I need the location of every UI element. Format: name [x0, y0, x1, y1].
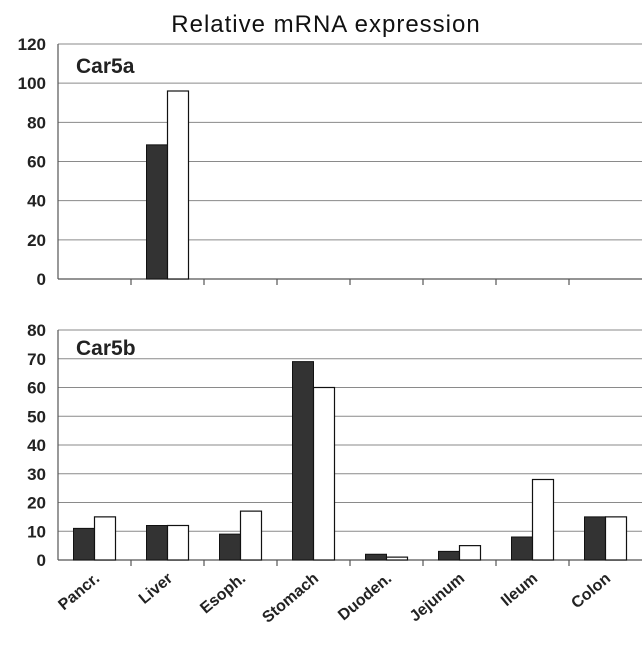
category-label: Stomach	[259, 570, 322, 626]
car5a-y-tick-label: 60	[27, 153, 46, 172]
car5a-gridlines	[58, 43, 642, 280]
car5a-panel-label: Car5a	[76, 55, 135, 78]
car5b-y-tick-label: 80	[27, 321, 46, 340]
car5b-y-tick-label: 70	[27, 350, 46, 369]
car5a-y-tick-label: 20	[27, 231, 46, 250]
car5b-y-ticks: 0 10 20 30 40 50 60 70 80	[27, 321, 46, 570]
car5b-bar-light	[93, 516, 117, 561]
car5b-bar-dark	[511, 536, 533, 561]
car5b-bar-dark	[584, 516, 606, 561]
car5b-y-tick-label: 50	[27, 407, 46, 426]
category-labels: Pancr. Liver Esoph. Stomach Duoden. Jejunum Il…	[55, 570, 614, 626]
car5b-bar-dark	[438, 550, 460, 561]
car5b-bar-light	[531, 478, 555, 561]
category-label: Colon	[568, 570, 614, 612]
car5b-y-tick-label: 40	[27, 436, 46, 455]
category-label: Jejunum	[407, 570, 468, 625]
car5b-bar-dark	[365, 553, 387, 561]
car5b-y-tick-label: 60	[27, 379, 46, 398]
car5a-y-tick-label: 40	[27, 192, 46, 211]
car5a-panel: Car5a 0 20 40 60 80 100 120	[18, 35, 642, 289]
car5b-bar-dark	[73, 527, 95, 561]
car5b-gridlines	[58, 329, 642, 561]
car5b-bar-dark	[146, 525, 168, 561]
chart-title: Relative mRNA expression	[171, 11, 480, 38]
category-label: Esoph.	[197, 570, 249, 617]
car5a-y-ticks: 0 20 40 60 80 100 120	[18, 35, 46, 289]
car5b-y-tick-label: 10	[27, 522, 46, 541]
car5b-bar-light	[458, 545, 482, 561]
car5a-bar-dark	[146, 144, 168, 280]
car5b-bar-dark	[292, 361, 314, 561]
category-label: Liver	[136, 570, 176, 608]
car5a-bar-light	[166, 90, 190, 280]
car5b-y-tick-label: 0	[37, 551, 46, 570]
category-label: Duoden.	[335, 570, 395, 624]
car5b-panel-label: Car5b	[76, 337, 136, 360]
car5b-panel: Car5b 0 10 20 30 40 50 60 70 80	[27, 321, 642, 570]
category-label: Ileum	[498, 570, 541, 610]
car5a-y-tick-label: 120	[18, 35, 46, 54]
car5b-bar-light	[385, 556, 409, 561]
car5b-y-tick-label: 30	[27, 465, 46, 484]
car5b-bar-light	[312, 386, 336, 561]
car5b-bar-light	[604, 516, 628, 561]
car5b-bars	[73, 361, 628, 561]
category-label: Pancr.	[55, 570, 103, 614]
car5a-y-tick-label: 80	[27, 113, 46, 132]
car5a-y-tick-label: 100	[18, 74, 46, 93]
car5b-bar-light	[166, 524, 190, 561]
car5b-bar-light	[239, 510, 263, 561]
car5a-bars	[146, 90, 190, 280]
car5b-bar-dark	[219, 533, 241, 561]
car5b-y-tick-label: 20	[27, 494, 46, 513]
car5a-y-tick-label: 0	[37, 270, 46, 289]
